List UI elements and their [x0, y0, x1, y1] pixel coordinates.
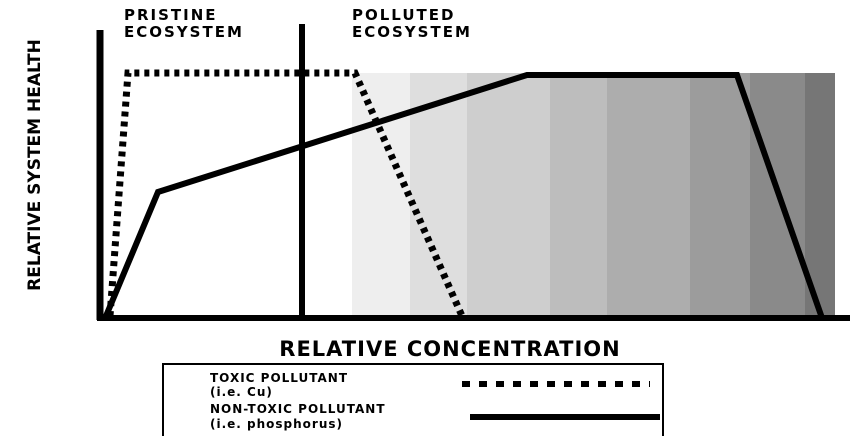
non-toxic-curve: [103, 72, 825, 319]
pristine-label: PRISTINE: [124, 6, 218, 24]
band: [690, 73, 750, 318]
legend-label: TOXIC POLLUTANT: [210, 371, 348, 385]
band: [607, 73, 690, 318]
band: [352, 73, 410, 318]
polluted-label: POLLUTED: [352, 6, 455, 24]
band: [410, 73, 467, 318]
band: [550, 73, 607, 318]
legend-label: NON-TOXIC POLLUTANT: [210, 402, 386, 416]
legend-box: [162, 363, 664, 436]
x-axis-label: RELATIVE CONCENTRATION: [279, 337, 620, 361]
pristine-label: ECOSYSTEM: [124, 23, 244, 41]
legend-example: (i.e. Cu): [210, 385, 273, 399]
legend: TOXIC POLLUTANT (i.e. Cu) NON-TOXIC POLL…: [162, 363, 664, 436]
y-axis-label: RELATIVE SYSTEM HEALTH: [25, 39, 45, 291]
polluted-label: ECOSYSTEM: [352, 23, 472, 41]
band: [467, 73, 550, 318]
toxic-curve: [106, 69, 466, 318]
pollution-gradient: [352, 73, 835, 318]
legend-example: (i.e. phosphorus): [210, 417, 343, 431]
